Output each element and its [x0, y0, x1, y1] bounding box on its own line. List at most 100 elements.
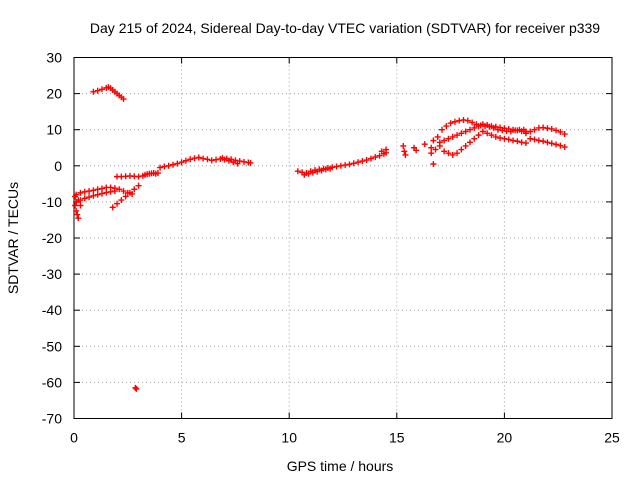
data-point	[527, 128, 534, 135]
data-point	[451, 118, 458, 125]
data-point	[488, 123, 495, 130]
data-point	[510, 126, 517, 133]
data-point	[445, 135, 452, 142]
data-point	[191, 155, 198, 162]
data-point	[466, 139, 473, 146]
data-point	[505, 136, 512, 143]
data-point	[421, 141, 428, 148]
data-point	[561, 144, 568, 151]
data-point	[174, 160, 181, 167]
data-point	[497, 135, 504, 142]
data-point	[133, 385, 140, 392]
data-point	[111, 188, 118, 195]
data-point	[107, 188, 114, 195]
data-point	[98, 190, 105, 197]
y-tick-label: 30	[46, 50, 62, 66]
data-point	[436, 142, 443, 149]
data-point	[81, 195, 88, 202]
data-point	[165, 162, 172, 169]
y-axis-label: SDTVAR / TECUs	[5, 182, 21, 294]
data-point	[135, 173, 142, 180]
data-point	[208, 157, 215, 164]
data-point	[178, 159, 185, 166]
data-point	[378, 148, 385, 155]
data-point	[219, 154, 226, 161]
data-point	[535, 137, 542, 144]
data-point	[77, 197, 84, 204]
y-tick-label: -60	[42, 374, 62, 390]
data-point	[204, 156, 211, 163]
data-point	[492, 133, 499, 140]
data-point	[327, 165, 334, 172]
y-tick-label: 0	[54, 158, 62, 174]
data-point	[383, 146, 390, 153]
data-point	[154, 170, 161, 177]
data-point	[488, 132, 495, 139]
data-point	[131, 186, 138, 193]
x-axis-label: GPS time / hours	[287, 458, 394, 474]
data-point	[501, 125, 508, 132]
series-arc-scatter-afternoon	[378, 137, 437, 167]
data-point	[363, 157, 370, 164]
data-point	[103, 189, 110, 196]
y-tick-label: 10	[46, 122, 62, 138]
data-point	[540, 138, 547, 145]
data-point	[501, 135, 508, 142]
data-point	[514, 127, 521, 134]
data-point	[355, 159, 362, 166]
data-point	[544, 125, 551, 132]
data-point	[73, 207, 80, 214]
data-point	[228, 156, 235, 163]
data-point	[120, 96, 127, 103]
series-arc-morning	[157, 154, 241, 171]
data-point	[126, 189, 133, 196]
data-point	[318, 167, 325, 174]
data-point	[531, 126, 538, 133]
data-point	[116, 186, 123, 193]
data-point	[540, 124, 547, 131]
data-point	[309, 169, 316, 176]
y-tick-label: 20	[46, 86, 62, 102]
series-arc-early-high	[90, 84, 127, 103]
data-point	[449, 151, 456, 158]
data-point	[445, 150, 452, 157]
data-point	[72, 202, 79, 209]
data-point	[479, 128, 486, 135]
x-tick-label: 25	[604, 430, 620, 446]
data-point	[441, 148, 448, 155]
data-point	[301, 171, 308, 178]
data-point	[195, 154, 202, 161]
data-point	[372, 154, 379, 161]
data-point	[522, 130, 529, 137]
data-point	[441, 137, 448, 144]
data-point	[469, 119, 476, 126]
data-point	[90, 192, 97, 199]
data-point	[135, 182, 142, 189]
x-tick-label: 5	[178, 430, 186, 446]
x-tick-label: 15	[389, 430, 405, 446]
y-tick-label: -40	[42, 302, 62, 318]
y-tick-label: -50	[42, 338, 62, 354]
data-point	[471, 124, 478, 131]
series-arc-late	[522, 124, 568, 138]
data-point	[522, 140, 529, 147]
data-point	[484, 130, 491, 137]
data-point	[471, 135, 478, 142]
data-point	[527, 135, 534, 142]
data-point	[514, 138, 521, 145]
data-point	[187, 156, 194, 163]
data-point	[359, 158, 366, 165]
series-arc-midday-lower	[301, 165, 334, 178]
data-point	[81, 188, 88, 195]
y-tick-label: -30	[42, 266, 62, 282]
y-tick-labels: -70 -60 -50 -40 -30 -20 -10 0 10 20 30	[42, 50, 62, 427]
y-tick-label: -70	[42, 411, 62, 427]
data-point	[548, 125, 555, 132]
data-point	[434, 133, 441, 140]
data-point	[475, 123, 482, 130]
x-tick-labels: 0 5 10 15 20 25	[70, 430, 620, 446]
data-point	[98, 86, 105, 93]
series-arc-early-lower	[73, 188, 118, 205]
series-arc-evening-middle	[436, 121, 529, 146]
